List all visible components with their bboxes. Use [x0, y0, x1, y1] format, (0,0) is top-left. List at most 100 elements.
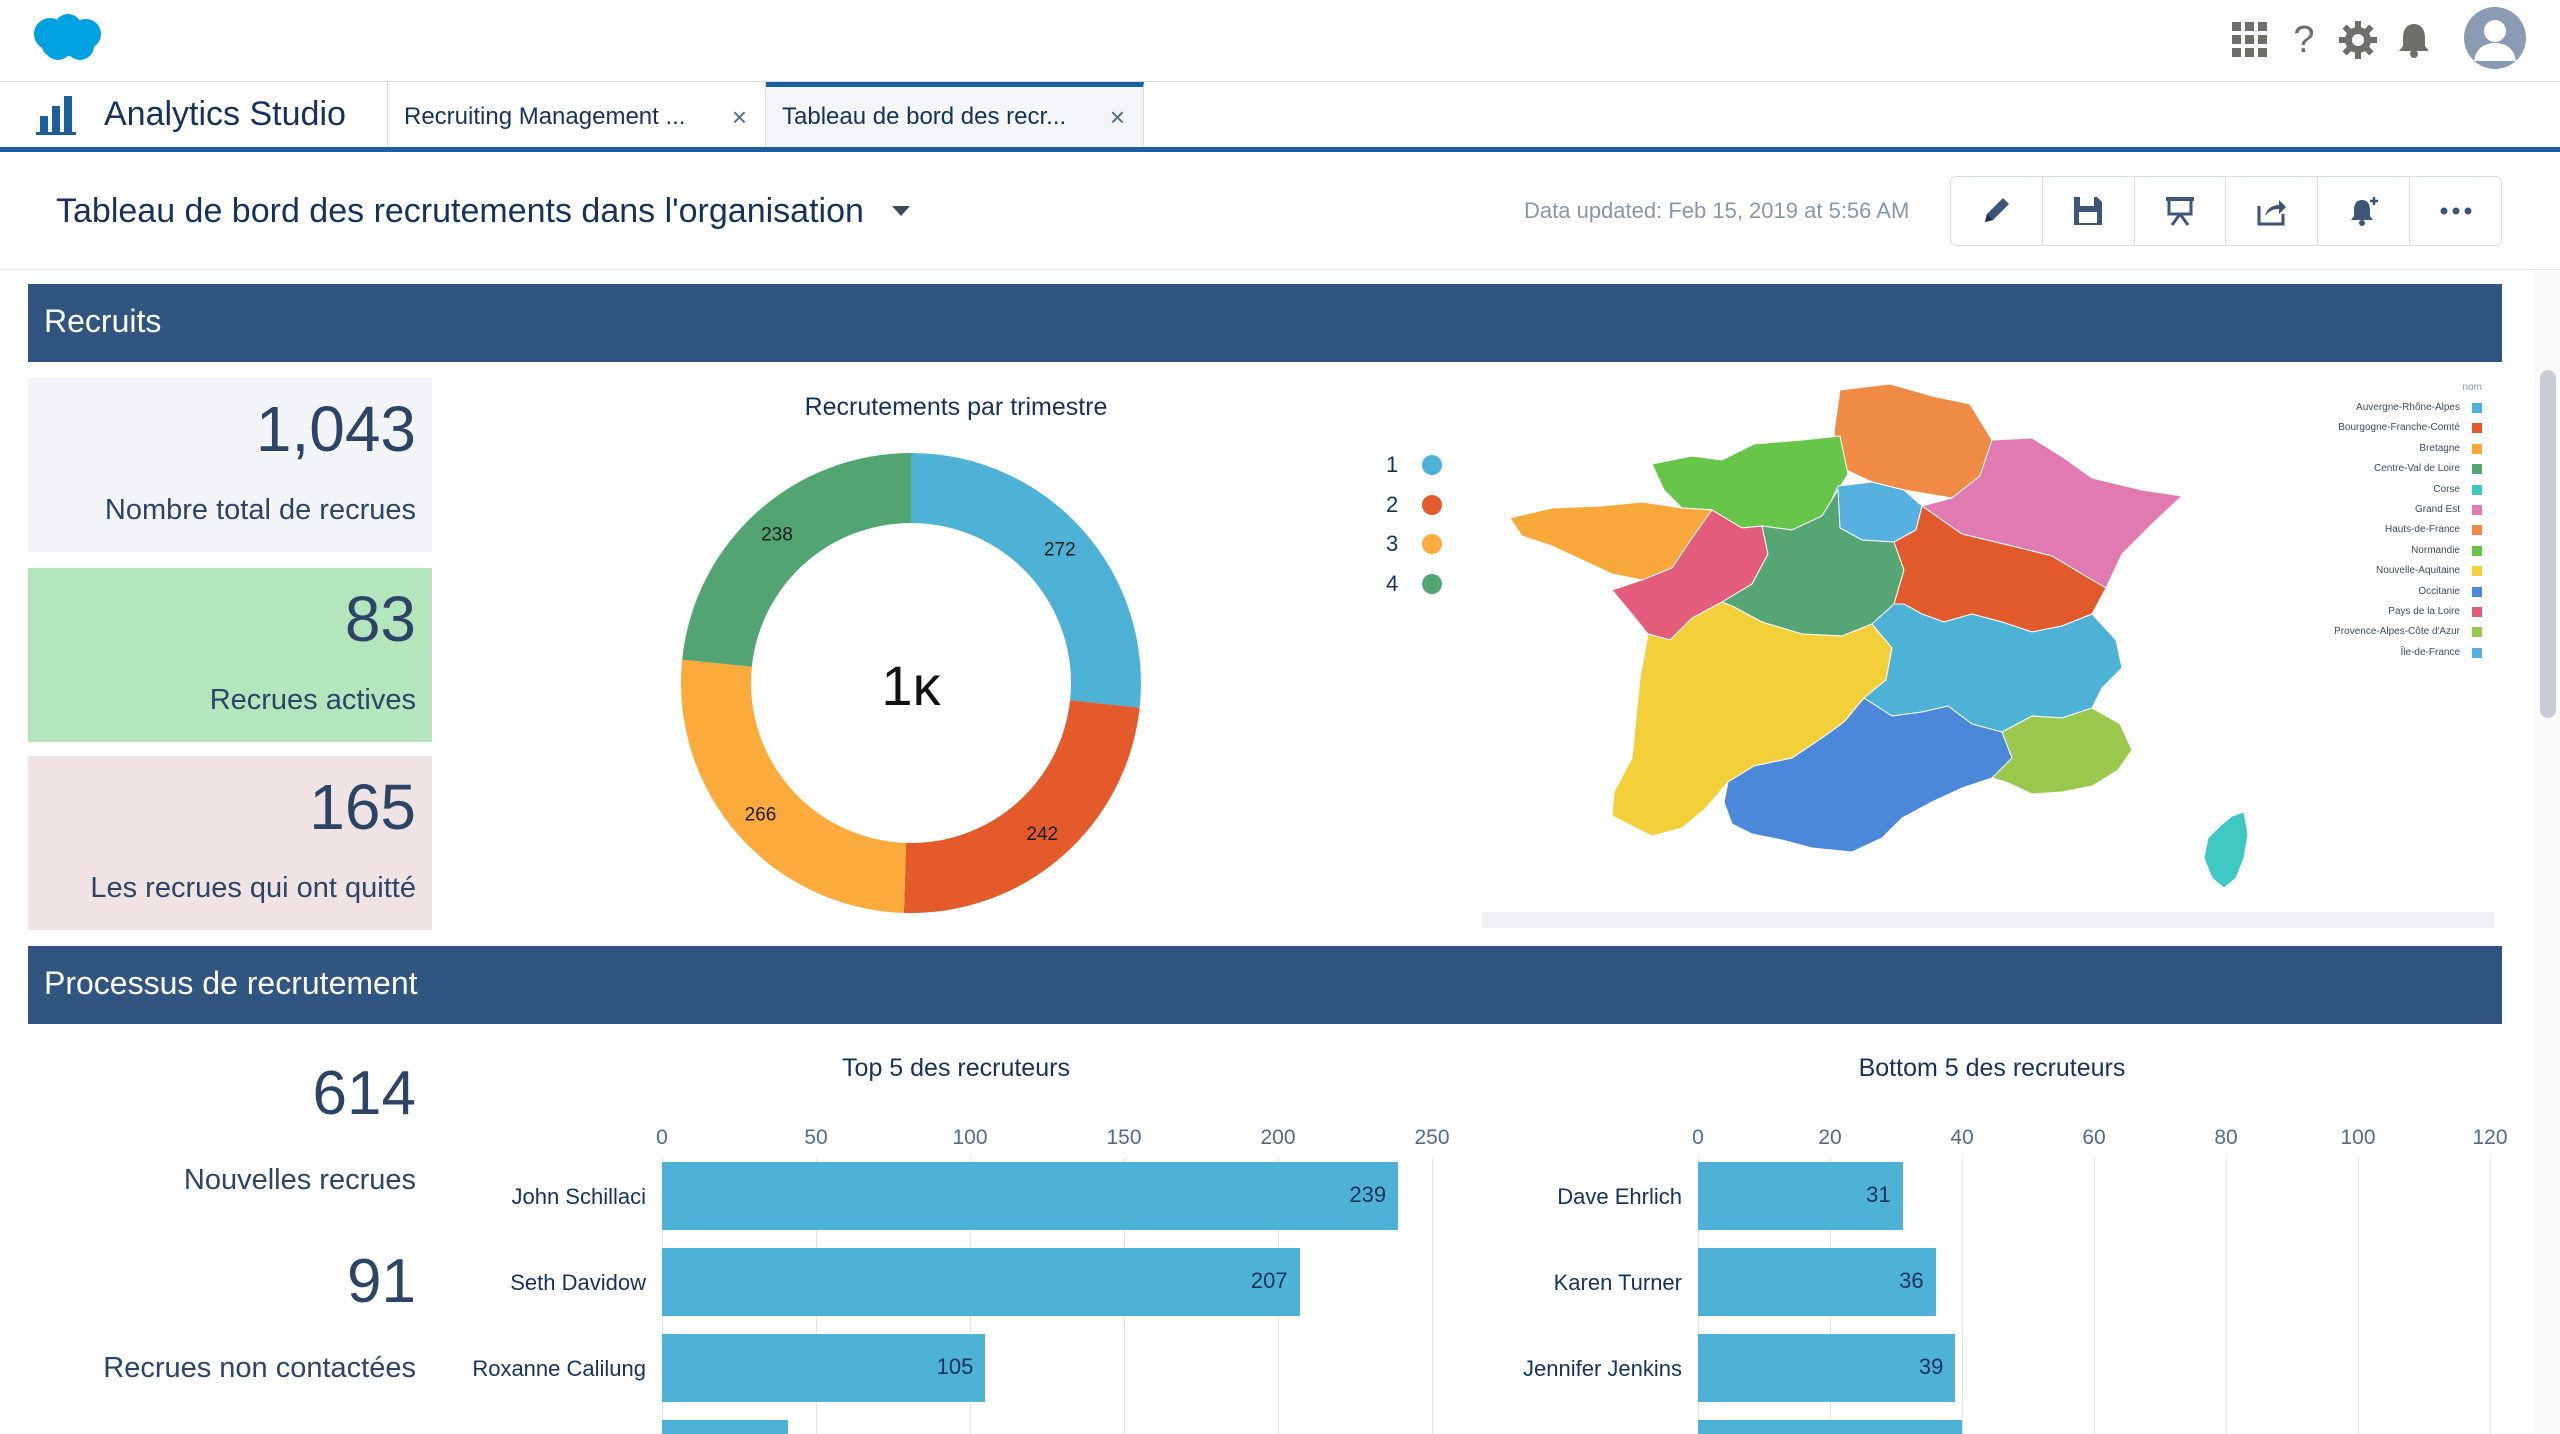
- tab-dashboard[interactable]: Tableau de bord des recr... ×: [766, 82, 1144, 147]
- more-options-button[interactable]: [2410, 177, 2501, 245]
- scrollbar-thumb[interactable]: [2540, 370, 2556, 718]
- kpi-new-recruits-value[interactable]: 614: [312, 1059, 416, 1128]
- app-title-area: Analytics Studio: [0, 82, 388, 147]
- app-launcher-icon[interactable]: [2228, 18, 2272, 62]
- x-axis-tick: 250: [1414, 1126, 1450, 1149]
- map-legend-item[interactable]: Auvergne-Rhône-Alpes: [2280, 398, 2482, 418]
- bar-partial[interactable]: [662, 1420, 788, 1434]
- map-legend-title: nom: [2280, 378, 2482, 398]
- bar-value-label: 31: [1866, 1182, 1891, 1207]
- map-legend-label: Bourgogne-Franche-Comté: [2338, 422, 2460, 434]
- gridline: [2358, 1158, 2359, 1434]
- map-legend-item[interactable]: Bourgogne-Franche-Comté: [2280, 418, 2482, 438]
- map-legend-item[interactable]: Corse: [2280, 480, 2482, 500]
- legend-label-2: 2: [1386, 492, 1399, 517]
- data-updated-timestamp: Data updated: Feb 15, 2019 at 5:56 AM: [1524, 198, 1910, 223]
- kpi-active-recruits[interactable]: 83 Recrues actives: [28, 568, 432, 742]
- map-scroll-track[interactable]: [1482, 912, 2494, 928]
- bar-category-label: Karen Turner: [1553, 1270, 1682, 1295]
- donut-slice-2[interactable]: [903, 700, 1140, 913]
- map-legend-item[interactable]: Île-de-France: [2280, 643, 2482, 663]
- map-legend-title-text: nom: [2462, 382, 2482, 393]
- section-title: Recruits: [44, 303, 162, 339]
- more-options-icon: [2440, 207, 2472, 215]
- x-axis-tick: 100: [952, 1126, 988, 1149]
- user-avatar-icon[interactable]: [2464, 7, 2526, 69]
- app-name: Analytics Studio: [104, 95, 346, 133]
- bar[interactable]: [662, 1334, 986, 1402]
- analytics-bar-chart-icon: [36, 96, 76, 135]
- bar-value-label: 36: [1899, 1268, 1924, 1293]
- save-button[interactable]: [2043, 177, 2135, 245]
- save-icon: [2074, 197, 2103, 225]
- map-legend-swatch: [2472, 647, 2482, 658]
- kpi-uncontacted-value[interactable]: 91: [347, 1247, 416, 1316]
- legend-swatch-1[interactable]: [1422, 455, 1442, 475]
- x-axis-tick: 60: [2082, 1126, 2106, 1149]
- map-region-corse[interactable]: [2203, 811, 2249, 889]
- map-legend-item[interactable]: Provence-Alpes-Côte d'Azur: [2280, 622, 2482, 642]
- x-axis-tick: 0: [656, 1126, 668, 1149]
- donut-slice-label: 242: [1026, 824, 1058, 845]
- donut-slice-4[interactable]: [682, 453, 911, 667]
- bar-partial[interactable]: [1698, 1420, 1962, 1434]
- section-title: Processus de recrutement: [44, 965, 418, 1001]
- edit-button[interactable]: [1951, 177, 2043, 245]
- app-tab-bar: Analytics Studio Recruiting Management .…: [0, 82, 2560, 152]
- map-legend-item[interactable]: Centre-Val de Loire: [2280, 459, 2482, 479]
- tab-label: Tableau de bord des recr...: [782, 103, 1067, 130]
- france-region-map[interactable]: [1482, 378, 2494, 926]
- bar[interactable]: [1698, 1334, 1956, 1402]
- salesforce-cloud-logo[interactable]: [28, 12, 106, 66]
- subscribe-button[interactable]: [2318, 177, 2411, 245]
- gridline: [1962, 1158, 1963, 1434]
- map-legend-label: Pays de la Loire: [2388, 606, 2460, 617]
- present-button[interactable]: [2135, 177, 2227, 245]
- close-icon[interactable]: ×: [1109, 102, 1125, 132]
- donut-slice-1[interactable]: [911, 453, 1141, 708]
- bar[interactable]: [662, 1248, 1300, 1316]
- dashboard-action-buttons: [1950, 176, 2502, 246]
- map-legend-item[interactable]: Nouvelle-Aquitaine: [2280, 561, 2482, 581]
- x-axis-tick: 120: [2472, 1126, 2508, 1149]
- bar[interactable]: [662, 1162, 1399, 1230]
- map-legend-item[interactable]: Pays de la Loire: [2280, 602, 2482, 622]
- bar-category-label: Dave Ehrlich: [1557, 1184, 1682, 1209]
- share-button[interactable]: [2226, 177, 2319, 245]
- kpi-recruits-left[interactable]: 165 Les recrues qui ont quitté: [28, 756, 432, 930]
- map-region-hauts-de-france[interactable]: [1833, 383, 1993, 499]
- donut-chart[interactable]: 272 242 266 238 1ĸ: [676, 448, 1146, 918]
- legend-swatch-4[interactable]: [1422, 574, 1442, 594]
- tab-recruiting-management[interactable]: Recruiting Management ... ×: [388, 82, 766, 147]
- map-legend-item[interactable]: Normandie: [2280, 541, 2482, 561]
- map-legend-item[interactable]: Grand Est: [2280, 500, 2482, 520]
- setup-gear-icon[interactable]: [2336, 18, 2380, 62]
- kpi-label: Nombre total de recrues: [104, 494, 416, 526]
- notifications-bell-icon[interactable]: [2392, 18, 2436, 62]
- map-legend-item[interactable]: Hauts-de-France: [2280, 520, 2482, 540]
- donut-slice-3[interactable]: [680, 659, 907, 913]
- map-legend-swatch: [2472, 443, 2482, 454]
- dashboard-title[interactable]: Tableau de bord des recrutements dans l'…: [56, 192, 864, 230]
- gridline: [2226, 1158, 2227, 1434]
- legend-swatch-3[interactable]: [1422, 534, 1442, 554]
- map-legend-label: Île-de-France: [2400, 646, 2460, 658]
- dashboard-toolbar: Tableau de bord des recrutements dans l'…: [0, 152, 2560, 270]
- bar[interactable]: [1698, 1162, 1903, 1230]
- legend-swatch-2[interactable]: [1422, 495, 1442, 515]
- map-legend-item[interactable]: Bretagne: [2280, 439, 2482, 459]
- close-icon[interactable]: ×: [731, 102, 747, 132]
- map-legend-label: Corse: [2433, 483, 2460, 495]
- map-legend-item[interactable]: Occitanie: [2280, 582, 2482, 602]
- bar-value-label: 239: [1349, 1182, 1387, 1207]
- map-region-paca[interactable]: [1991, 707, 2133, 795]
- map-legend-label: Bretagne: [2419, 442, 2460, 454]
- kpi-total-recruits[interactable]: 1,043 Nombre total de recrues: [28, 378, 432, 552]
- kpi-value: 83: [344, 583, 416, 655]
- bar[interactable]: [1698, 1248, 1936, 1316]
- chevron-down-icon[interactable]: [890, 204, 912, 218]
- bar-category-label: John Schillaci: [511, 1184, 646, 1209]
- x-axis-tick: 40: [1950, 1126, 1974, 1149]
- help-icon[interactable]: ?: [2293, 18, 2315, 61]
- x-axis-tick: 80: [2214, 1126, 2238, 1149]
